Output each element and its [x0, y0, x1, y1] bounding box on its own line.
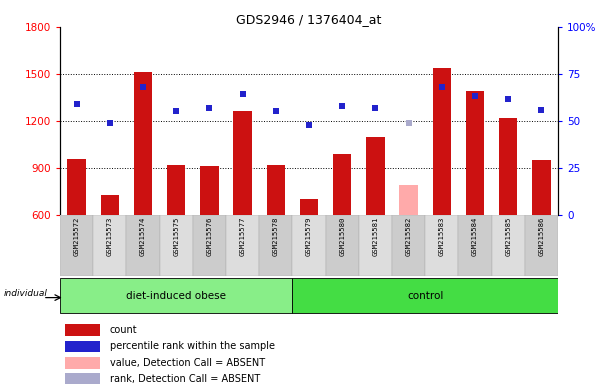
Text: GSM215585: GSM215585	[505, 217, 511, 256]
Text: GSM215578: GSM215578	[273, 217, 279, 256]
Bar	[400, 185, 418, 215]
Text: GSM215586: GSM215586	[538, 217, 544, 256]
Text: value, Detection Call = ABSENT: value, Detection Call = ABSENT	[110, 358, 265, 368]
Bar	[532, 160, 551, 215]
Text: individual: individual	[4, 289, 47, 298]
Text: GSM215582: GSM215582	[406, 217, 412, 256]
Text: GSM215576: GSM215576	[206, 217, 212, 256]
Text: diet-induced obese: diet-induced obese	[126, 291, 226, 301]
Bar	[160, 215, 193, 276]
Text: rank, Detection Call = ABSENT: rank, Detection Call = ABSENT	[110, 374, 260, 384]
Bar	[433, 68, 451, 215]
Text: GSM215580: GSM215580	[339, 217, 345, 256]
Bar	[292, 278, 558, 313]
Bar	[525, 215, 558, 276]
Bar	[167, 165, 185, 215]
Bar	[101, 195, 119, 215]
Bar	[65, 373, 100, 384]
Bar	[458, 215, 491, 276]
Bar	[67, 159, 86, 215]
Bar	[60, 215, 93, 276]
Bar	[65, 324, 100, 336]
Text: GSM215573: GSM215573	[107, 217, 113, 256]
Bar	[65, 357, 100, 369]
Bar	[491, 215, 525, 276]
Text: GSM215583: GSM215583	[439, 217, 445, 256]
Bar	[226, 215, 259, 276]
Bar	[425, 215, 458, 276]
Bar	[499, 118, 517, 215]
Bar	[259, 215, 292, 276]
Bar	[200, 166, 218, 215]
Text: GSM215572: GSM215572	[74, 217, 80, 256]
Text: GSM215574: GSM215574	[140, 217, 146, 256]
Bar	[65, 341, 100, 353]
Bar	[60, 278, 292, 313]
Title: GDS2946 / 1376404_at: GDS2946 / 1376404_at	[236, 13, 382, 26]
Bar	[193, 215, 226, 276]
Bar	[366, 137, 385, 215]
Bar	[134, 72, 152, 215]
Text: count: count	[110, 325, 137, 335]
Bar	[359, 215, 392, 276]
Text: GSM215575: GSM215575	[173, 217, 179, 256]
Text: percentile rank within the sample: percentile rank within the sample	[110, 341, 275, 351]
Text: GSM215584: GSM215584	[472, 217, 478, 256]
Bar	[326, 215, 359, 276]
Bar	[466, 91, 484, 215]
Bar	[392, 215, 425, 276]
Bar	[292, 215, 326, 276]
Bar	[127, 215, 160, 276]
Bar	[266, 165, 285, 215]
Text: GSM215579: GSM215579	[306, 217, 312, 256]
Bar	[233, 111, 252, 215]
Text: control: control	[407, 291, 443, 301]
Text: GSM215581: GSM215581	[373, 217, 379, 256]
Bar	[93, 215, 127, 276]
Bar	[300, 199, 318, 215]
Bar	[333, 154, 352, 215]
Text: GSM215577: GSM215577	[239, 217, 245, 256]
